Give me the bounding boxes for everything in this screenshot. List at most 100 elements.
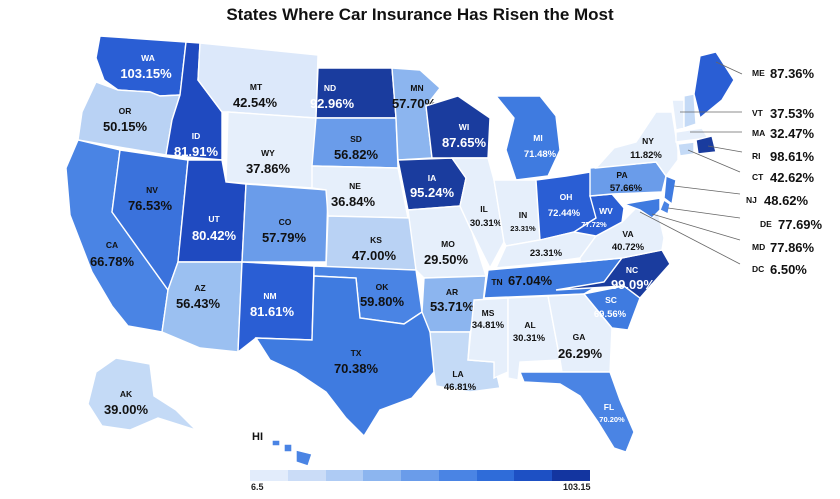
state-code: WY: [261, 148, 275, 158]
state-value: 81.61%: [250, 304, 295, 319]
state-code: SD: [350, 134, 362, 144]
state-ok[interactable]: OK 59.80%: [313, 265, 423, 325]
state-value: 46.81%: [444, 382, 477, 393]
me-code: ME: [752, 68, 765, 78]
legend-swatch: [514, 470, 553, 481]
state-code: WI: [459, 122, 469, 132]
state-mt[interactable]: MT 42.54%: [197, 42, 319, 119]
state-nc[interactable]: NC 99.09%: [555, 249, 671, 299]
state-code: IA: [428, 173, 437, 183]
state-value: 59.80%: [360, 294, 405, 309]
state-hi[interactable]: HI: [252, 431, 313, 467]
state-value: 11.82%: [630, 150, 662, 161]
state-ak[interactable]: AK 39.00%: [87, 357, 197, 431]
state-code: NV: [146, 185, 158, 195]
state-az[interactable]: AZ 56.43%: [161, 261, 243, 353]
state-code: GA: [573, 332, 586, 342]
ma-value: 32.47%: [770, 126, 815, 141]
state-value: 37.86%: [246, 161, 291, 176]
state-code: OH: [560, 192, 573, 202]
vt-value: 37.53%: [770, 106, 815, 121]
state-ne[interactable]: NE 36.84%: [311, 165, 409, 219]
state-code: AR: [446, 287, 458, 297]
dc-value: 6.50%: [770, 262, 807, 277]
state-value: 70.38%: [334, 361, 379, 376]
state-code: ND: [324, 83, 336, 93]
vt-code: VT: [752, 108, 764, 118]
state-value: 72.44%: [548, 208, 581, 219]
state-mn[interactable]: MN 57.70%: [391, 67, 441, 161]
state-sc[interactable]: SC 69.56%: [582, 285, 641, 331]
state-code: MS: [482, 308, 495, 318]
state-value: 87.65%: [442, 135, 487, 150]
state-value: 66.78%: [90, 254, 135, 269]
state-code: MO: [441, 239, 455, 249]
state-code: MI: [533, 133, 542, 143]
state-value: 103.15%: [120, 66, 172, 81]
ri-value: 98.61%: [770, 149, 815, 164]
state-value: 23.31%: [510, 224, 536, 233]
state-code: AL: [524, 320, 535, 330]
state-mi[interactable]: MI 71.48%: [494, 95, 561, 181]
state-ca[interactable]: CA 66.78%: [65, 139, 169, 333]
state-nj[interactable]: [663, 175, 677, 206]
state-value: 29.50%: [424, 252, 469, 267]
state-value: 34.81%: [472, 320, 505, 331]
state-code: WV: [599, 206, 613, 216]
state-value: 57.79%: [262, 230, 307, 245]
state-value: 47.00%: [352, 248, 397, 263]
state-il[interactable]: IL 30.31%: [450, 157, 505, 270]
state-ny[interactable]: NY 11.82%: [594, 111, 679, 178]
state-value: 80.42%: [192, 228, 237, 243]
state-value: 92.96%: [310, 96, 355, 111]
state-value: 76.53%: [128, 198, 173, 213]
state-md[interactable]: [621, 197, 661, 219]
state-ms[interactable]: MS 34.81%: [467, 297, 509, 380]
nj-value: 48.62%: [764, 193, 809, 208]
state-value: 95.24%: [410, 185, 455, 200]
state-de[interactable]: [659, 198, 671, 216]
legend-swatch: [476, 470, 515, 481]
ri-code: RI: [752, 151, 761, 161]
state-code: SC: [605, 295, 617, 305]
state-wa[interactable]: WA 103.15%: [95, 35, 187, 97]
state-value: 39.00%: [104, 402, 149, 417]
state-value: 50.15%: [103, 119, 148, 134]
northeast-labels: ME 87.36% VT 37.53% MA 32.47% RI 98.61% …: [639, 61, 823, 277]
state-value: 77.72%: [581, 220, 607, 229]
state-ia[interactable]: IA 95.24%: [397, 157, 467, 211]
legend-max-label: 103.15: [563, 482, 591, 492]
state-ks[interactable]: KS 47.00%: [325, 215, 417, 271]
state-code: PA: [616, 170, 627, 180]
state-me[interactable]: [693, 51, 735, 120]
state-code: OR: [119, 106, 132, 116]
state-wi[interactable]: WI 87.65%: [425, 95, 491, 159]
state-tx[interactable]: TX 70.38%: [254, 275, 435, 438]
legend-swatch: [552, 470, 591, 481]
legend-swatch: [363, 470, 402, 481]
ct-value: 42.62%: [770, 170, 815, 185]
state-code: IL: [480, 204, 488, 214]
state-code: LA: [452, 369, 463, 379]
state-value: 36.84%: [331, 194, 376, 209]
state-value: 26.29%: [558, 346, 603, 361]
state-code: OK: [376, 282, 390, 292]
state-nv[interactable]: NV 76.53%: [111, 149, 189, 292]
state-nd[interactable]: ND 92.96%: [310, 67, 397, 119]
legend-swatch: [325, 470, 364, 481]
state-fl[interactable]: FL 70.20%: [518, 371, 635, 453]
state-co[interactable]: CO 57.79%: [241, 183, 329, 263]
state-wy[interactable]: WY 37.86%: [225, 111, 317, 189]
state-va[interactable]: VA 40.72%: [579, 203, 665, 263]
state-wv[interactable]: WV 77.72%: [572, 193, 625, 237]
state-ct[interactable]: [677, 141, 695, 157]
legend-swatch: [401, 470, 440, 481]
state-in[interactable]: IN 23.31%: [493, 179, 541, 247]
state-sd[interactable]: SD 56.82%: [311, 117, 399, 169]
state-code: IN: [519, 210, 528, 220]
state-value: 69.56%: [594, 309, 627, 320]
state-nh[interactable]: [683, 93, 697, 129]
state-value: 30.31%: [470, 218, 503, 229]
state-ri[interactable]: [695, 135, 717, 155]
